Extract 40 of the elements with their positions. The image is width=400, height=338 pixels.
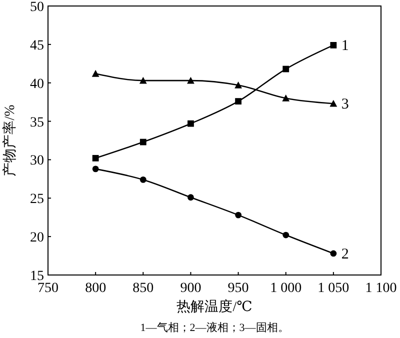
- x-tick-label: 850: [132, 281, 154, 296]
- point: [282, 94, 290, 102]
- point: [330, 42, 337, 48]
- x-tick-label: 900: [180, 281, 202, 296]
- y-tick-label: 30: [30, 154, 44, 169]
- point: [140, 176, 146, 183]
- point: [187, 76, 194, 84]
- y-tick-label: 15: [30, 269, 44, 284]
- x-axis-title: 热解温度/℃: [176, 299, 252, 315]
- series-label: 3: [341, 96, 349, 113]
- series-label: 1: [341, 38, 349, 54]
- y-tick-label: 35: [30, 115, 44, 130]
- series-label: 2: [341, 246, 349, 262]
- x-tick-label: 1 100: [365, 281, 397, 296]
- point: [188, 194, 194, 201]
- x-tick-label: 800: [85, 281, 106, 296]
- y-tick-label: 50: [30, 0, 44, 15]
- point: [330, 100, 338, 107]
- point: [188, 120, 194, 127]
- point: [282, 66, 290, 72]
- point: [235, 98, 242, 105]
- point: [282, 232, 290, 238]
- x-tick-label: 950: [228, 281, 249, 296]
- y-tick-label: 25: [30, 192, 44, 208]
- x-tick-label: 1 000: [270, 281, 302, 296]
- y-tick-label: 40: [30, 76, 44, 92]
- point: [92, 166, 99, 172]
- y-tick-label: 20: [30, 230, 44, 246]
- point: [92, 70, 100, 77]
- x-tick-label: 750: [38, 281, 58, 296]
- point: [140, 138, 146, 146]
- x-tick-label: 1 050: [318, 281, 350, 296]
- point: [234, 81, 242, 88]
- point: [235, 212, 242, 218]
- y-axis-title: 产物产率/%: [2, 104, 18, 176]
- point: [92, 154, 99, 162]
- y-tick-label: 45: [30, 38, 44, 54]
- point: [330, 250, 337, 257]
- text: 1—气相；2—液相；3—固相。: [140, 321, 289, 334]
- point: [139, 76, 147, 84]
